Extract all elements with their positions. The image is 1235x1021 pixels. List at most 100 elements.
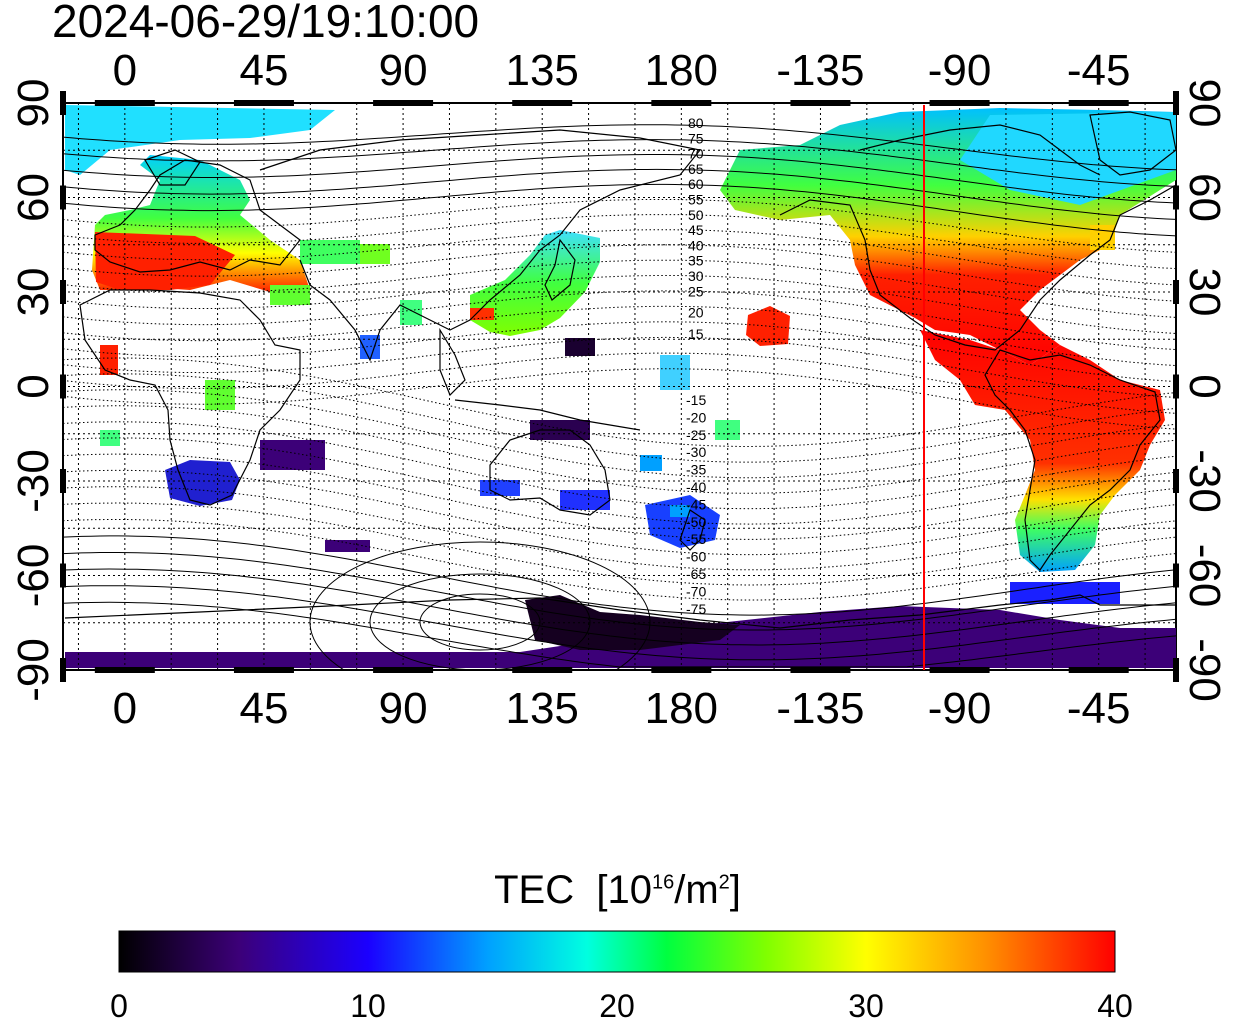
bottom-axis-tick-label: 90 [379, 684, 428, 733]
mag-pole-oval [309, 541, 651, 670]
colorbar-unit-exp: 16 [651, 871, 675, 894]
tec-region-antarctica-dark [525, 595, 740, 650]
contour-label-north: 15 [688, 326, 704, 342]
contour-label-north: 75 [688, 130, 704, 146]
coastlines [64, 111, 1176, 629]
contour-label-north: 45 [688, 222, 704, 238]
contour-label-north: 40 [688, 237, 704, 253]
mag-contour [63, 373, 1176, 463]
coast-south-america [984, 349, 1161, 571]
right-axis-tick-label: 60 [1180, 173, 1229, 222]
mag-contour [63, 168, 1176, 220]
contour-label-north: 30 [688, 268, 704, 284]
coast-indochina [439, 327, 466, 397]
mag-contour [63, 154, 1176, 204]
contour-label-south: -45 [686, 496, 706, 512]
colorbar-tick-label: 40 [1097, 988, 1133, 1021]
bottom-axis-labels: 0 45 90 135 180 -135 -90 -45 [113, 684, 1131, 733]
tec-region-europe-south [95, 232, 235, 290]
right-axis-labels: 90 60 30 0 -30 -60 -90 [1180, 79, 1229, 702]
right-axis-tick-label: 30 [1180, 268, 1229, 317]
mag-contour [63, 437, 1176, 525]
frame-tick-marks [60, 91, 1179, 682]
colorbar-title-text: TEC [494, 868, 575, 912]
colorbar-tick-labels: 0 10 20 30 40 [110, 988, 1133, 1021]
lat-lon-grid [63, 103, 1176, 670]
coast-asia-north [259, 129, 702, 362]
coast-antarctica [64, 594, 1176, 629]
mag-contour [63, 535, 1176, 616]
coast-indonesia [454, 399, 641, 431]
left-axis-tick-label: -60 [9, 544, 58, 608]
colorbar-unit-exp2: 2 [718, 871, 730, 894]
bottom-axis-tick-label: 135 [505, 684, 578, 733]
tec-data-layer [65, 105, 1176, 668]
tec-region-east-asia [470, 230, 600, 336]
colorbar-tick-label: 20 [599, 988, 635, 1021]
contour-label-south: -60 [686, 549, 706, 565]
magnetic-contours [63, 124, 1176, 670]
bottom-axis-tick-label: -90 [928, 684, 992, 733]
right-axis-tick-label: 90 [1180, 79, 1229, 128]
bottom-axis-tick-label: 180 [645, 684, 718, 733]
coast-australia [489, 429, 611, 516]
contour-label-north: 60 [688, 176, 704, 192]
mag-pole-oval [419, 593, 541, 651]
mag-contour [63, 124, 1176, 171]
bottom-axis-tick-label: -45 [1067, 684, 1131, 733]
colorbar-unit-mid: /m [674, 868, 719, 912]
left-axis-tick-label: 0 [9, 374, 58, 398]
contour-label-south: -50 [686, 514, 706, 530]
contour-label-south: -55 [686, 531, 706, 547]
contour-label-north: 55 [688, 192, 704, 208]
mag-contour [63, 405, 1176, 494]
mag-contour [63, 183, 1176, 237]
contour-label-north: 80 [688, 115, 704, 131]
mag-contour [63, 568, 1176, 646]
right-axis-tick-label: 0 [1180, 374, 1229, 398]
contour-label-south: -70 [686, 583, 706, 599]
mag-contour [63, 139, 1176, 187]
contour-label-south: -65 [686, 566, 706, 582]
bottom-axis-tick-label: 45 [239, 684, 288, 733]
contour-labels-south: -15-20 -25-30 -35-40-45 -50-55 -60-65-70 -75 [686, 392, 706, 617]
left-axis-tick-label: 30 [9, 268, 58, 317]
tec-region-hawaii [746, 306, 790, 346]
colorbar-tick-label: 30 [848, 988, 884, 1021]
right-axis-tick-label: -90 [1180, 638, 1229, 702]
mag-contour [63, 421, 1176, 510]
contour-label-south: -30 [686, 444, 706, 460]
left-axis-tick-label: -30 [9, 449, 58, 513]
contour-label-north: 70 [688, 146, 704, 162]
tec-region-canada-cyan [960, 112, 1176, 205]
colorbar-bar [118, 930, 1116, 973]
top-axis-labels: 0 45 90 135 180 -135 -90 -45 [113, 46, 1131, 95]
contour-label-south: -15 [686, 392, 706, 408]
coast-nz [679, 509, 706, 551]
colorbar-tick-label: 0 [110, 988, 128, 1021]
right-axis-tick-label: -60 [1180, 544, 1229, 608]
left-axis-labels: 90 60 30 0 -30 -60 -90 [9, 79, 58, 702]
coast-greenland [1089, 111, 1176, 176]
top-axis-tick-label: 90 [379, 46, 428, 95]
contour-label-south: -40 [686, 479, 706, 495]
mag-contour [63, 357, 1176, 447]
tec-region-south-africa [165, 460, 240, 506]
top-axis-tick-label: -135 [776, 46, 864, 95]
coast-europe [94, 159, 301, 273]
tec-region-arctic-west [65, 105, 335, 175]
left-axis-tick-label: -90 [9, 638, 58, 702]
mag-contour [63, 552, 1176, 631]
colorbar-title: TEC [1016/m2] [0, 868, 1235, 913]
top-axis-tick-label: -45 [1067, 46, 1131, 95]
top-axis-tick-label: 0 [113, 46, 137, 95]
bottom-axis-tick-label: 0 [113, 684, 137, 733]
timestamp-title: 2024-06-29/19:10:00 [52, 0, 480, 47]
mag-contour [63, 389, 1176, 479]
colorbar-unit-end: ] [729, 868, 741, 912]
top-axis-tick-label: 45 [239, 46, 288, 95]
left-axis-tick-label: 90 [9, 79, 58, 128]
contour-label-south: -20 [686, 409, 706, 425]
